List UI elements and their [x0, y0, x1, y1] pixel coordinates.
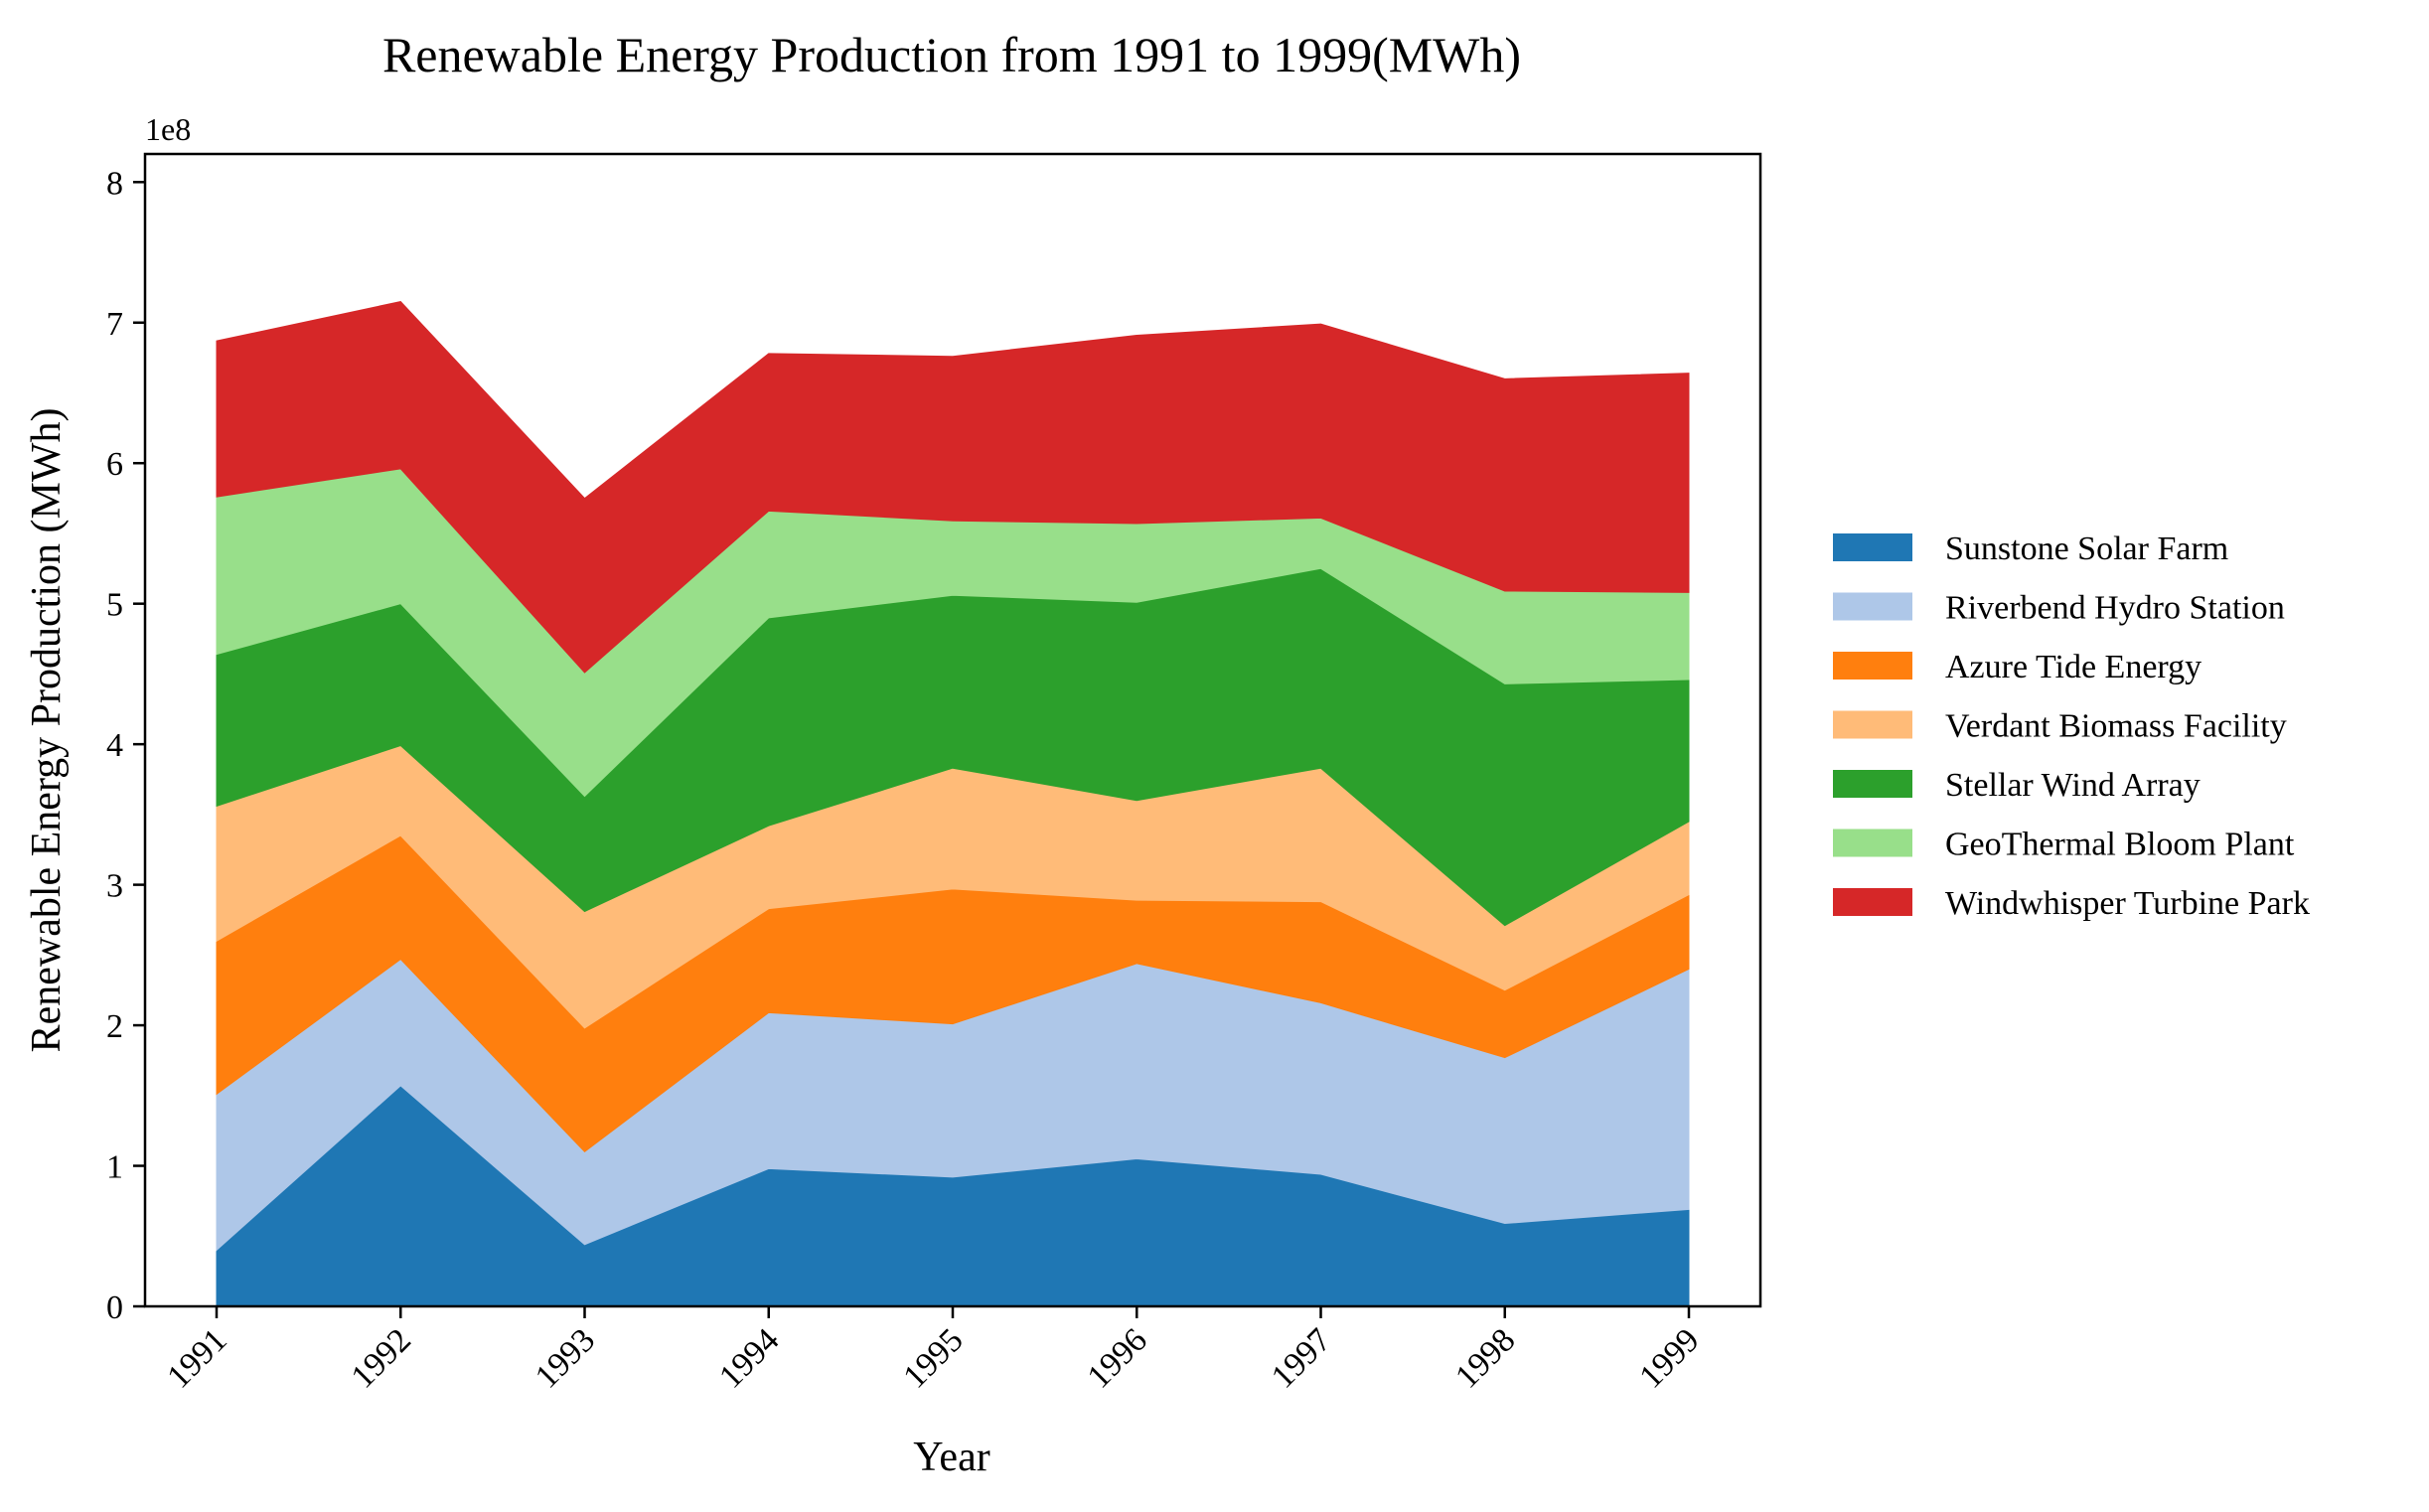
legend-label: Riverbend Hydro Station: [1945, 590, 2285, 627]
y-tick-label: 7: [106, 306, 123, 343]
legend-label: Sunstone Solar Farm: [1945, 530, 2228, 567]
legend-swatch: [1833, 829, 1912, 857]
x-tick-label: 1994: [712, 1321, 786, 1395]
y-tick-label: 4: [106, 727, 123, 764]
legend-swatch: [1833, 770, 1912, 798]
x-tick-label: 1993: [529, 1321, 602, 1395]
x-tick-label: 1992: [345, 1321, 418, 1395]
x-ticks-layer: 1991 1992 1993 1994 1995 1996 1997 1998 1999: [160, 1306, 1707, 1396]
x-tick-label: 1997: [1265, 1321, 1338, 1395]
areas-layer: [216, 300, 1690, 1307]
legend-swatch: [1833, 652, 1912, 680]
x-tick-label: 1995: [896, 1321, 970, 1395]
y-tick-label: 5: [106, 587, 123, 624]
legend-swatch: [1833, 710, 1912, 739]
y-tick-label: 8: [106, 165, 123, 202]
legend-swatch: [1833, 888, 1912, 916]
legend-label: Verdant Biomass Facility: [1945, 708, 2287, 745]
x-tick-label: 1999: [1632, 1321, 1706, 1395]
y-tick-label: 2: [106, 1008, 123, 1045]
x-tick-label: 1991: [160, 1321, 233, 1395]
legend-swatch: [1833, 533, 1912, 561]
legend-label: Azure Tide Energy: [1945, 649, 2201, 685]
y-tick-label: 3: [106, 868, 123, 905]
y-axis-label: Renewable Energy Production (MWh): [24, 408, 70, 1053]
x-tick-label: 1996: [1081, 1321, 1154, 1395]
chart-title: Renewable Energy Production from 1991 to…: [382, 27, 1521, 82]
y-tick-label: 0: [106, 1289, 123, 1326]
legend-label: Windwhisper Turbine Park: [1945, 885, 2310, 922]
legend: Sunstone Solar Farm Riverbend Hydro Stati…: [1833, 530, 2310, 922]
area-series-7: [216, 300, 1690, 674]
y-tick-label: 1: [106, 1149, 123, 1186]
y-multiplier-label: 1e8: [145, 111, 191, 147]
legend-label: GeoThermal Bloom Plant: [1945, 827, 2295, 863]
y-tick-label: 6: [106, 446, 123, 483]
x-axis-label: Year: [913, 1435, 989, 1480]
x-tick-label: 1998: [1448, 1321, 1522, 1395]
y-ticks-layer: 0 1 2 3 4 5 6 7 8: [106, 165, 145, 1326]
legend-swatch: [1833, 592, 1912, 621]
legend-label: Stellar Wind Array: [1945, 767, 2201, 804]
